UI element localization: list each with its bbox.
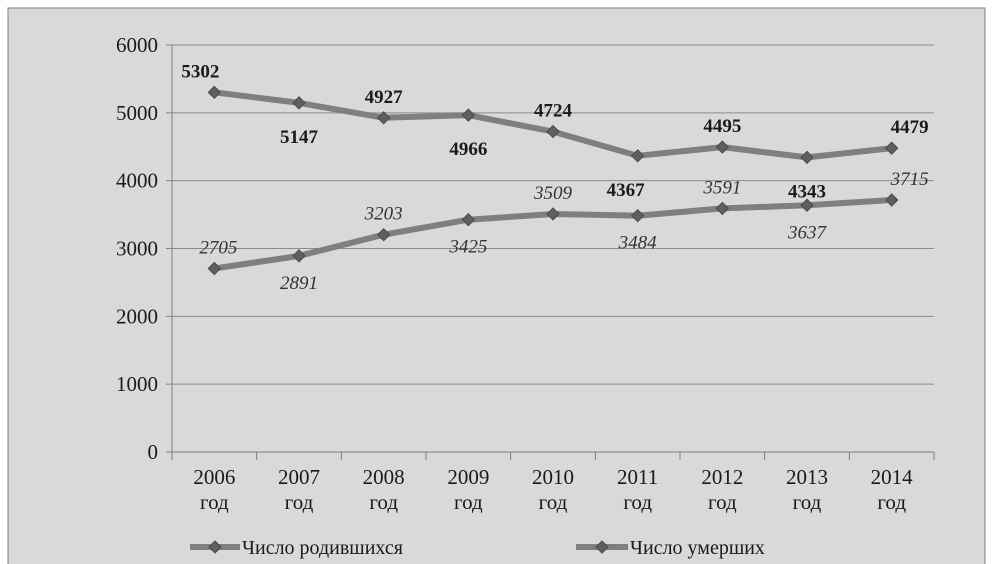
data-point-marker bbox=[800, 198, 814, 212]
y-tick-label: 0 bbox=[148, 440, 159, 464]
gridlines bbox=[172, 44, 934, 385]
data-label: 3509 bbox=[533, 183, 573, 204]
data-point-marker bbox=[546, 207, 560, 221]
legend: Число родившихся Число умерших bbox=[190, 537, 765, 559]
y-tick-label: 4000 bbox=[116, 169, 158, 193]
series-layer bbox=[207, 85, 899, 276]
data-label: 4479 bbox=[891, 117, 929, 138]
x-tick-label-unit: год bbox=[539, 490, 568, 514]
x-tick-label-year: 2014 bbox=[871, 465, 914, 489]
x-tick-label-year: 2007 bbox=[278, 465, 320, 489]
axes: 01000200030004000500060002006год2007год2… bbox=[116, 33, 935, 514]
data-label: 3203 bbox=[364, 204, 403, 225]
x-tick-label-year: 2008 bbox=[363, 465, 405, 489]
x-tick-label-unit: год bbox=[877, 490, 906, 514]
x-tick-label-year: 2012 bbox=[701, 465, 743, 489]
data-labels: 5302 5147 4927 4966 4724 4367 4495 4343 4479 2705… bbox=[181, 61, 928, 294]
data-label: 4724 bbox=[534, 101, 573, 122]
x-tick-label-unit: год bbox=[285, 490, 314, 514]
data-label: 4367 bbox=[607, 180, 646, 201]
data-label: 3715 bbox=[890, 169, 929, 190]
x-tick-label-unit: год bbox=[200, 490, 229, 514]
x-tick-label-unit: год bbox=[708, 490, 737, 514]
data-label: 3637 bbox=[787, 222, 828, 243]
y-tick-label: 6000 bbox=[116, 33, 158, 57]
data-point-marker bbox=[884, 193, 899, 207]
data-point-marker bbox=[292, 96, 306, 110]
data-point-marker bbox=[884, 141, 899, 155]
x-tick-label-unit: год bbox=[623, 490, 652, 514]
y-tick-label: 3000 bbox=[116, 237, 158, 261]
data-label: 4343 bbox=[788, 181, 826, 202]
data-point-marker bbox=[376, 228, 391, 242]
data-point-marker bbox=[207, 261, 222, 276]
data-label: 2891 bbox=[280, 273, 318, 294]
data-label: 4927 bbox=[365, 87, 404, 108]
data-point-marker bbox=[461, 108, 476, 122]
data-label: 2705 bbox=[199, 238, 237, 259]
data-point-marker bbox=[461, 212, 476, 227]
data-point-marker bbox=[546, 124, 560, 139]
y-tick-label: 5000 bbox=[116, 101, 158, 125]
data-point-marker bbox=[715, 201, 730, 216]
data-point-marker bbox=[630, 208, 645, 223]
x-tick-label-year: 2010 bbox=[532, 465, 574, 489]
data-label: 3591 bbox=[702, 177, 741, 198]
legend-swatch-marker bbox=[208, 540, 222, 554]
data-point-marker bbox=[800, 150, 814, 165]
data-label: 3425 bbox=[448, 237, 487, 258]
data-label: 3484 bbox=[618, 233, 658, 254]
data-label: 4966 bbox=[449, 139, 487, 160]
data-point-marker bbox=[292, 249, 306, 263]
x-tick-label-year: 2009 bbox=[447, 465, 489, 489]
y-tick-label: 1000 bbox=[116, 372, 158, 396]
legend-label: Число родившихся bbox=[242, 537, 403, 559]
x-tick-label-unit: год bbox=[369, 490, 398, 514]
data-label: 5147 bbox=[280, 127, 319, 148]
legend-label: Число умерших bbox=[630, 537, 765, 559]
x-tick-label-year: 2013 bbox=[786, 465, 828, 489]
x-tick-label-unit: год bbox=[454, 490, 483, 514]
chart-frame bbox=[7, 7, 986, 564]
y-tick-label: 2000 bbox=[116, 304, 158, 328]
x-tick-label-year: 2011 bbox=[617, 465, 658, 489]
data-point-marker bbox=[630, 149, 645, 163]
data-point-marker bbox=[207, 85, 222, 100]
data-label: 5302 bbox=[181, 61, 219, 82]
x-tick-label-year: 2006 bbox=[193, 465, 235, 489]
data-point-marker bbox=[376, 111, 391, 125]
x-tick-label-unit: год bbox=[793, 490, 822, 514]
data-point-marker bbox=[715, 140, 730, 154]
data-label: 4495 bbox=[703, 116, 741, 137]
legend-swatch-marker bbox=[595, 540, 609, 554]
